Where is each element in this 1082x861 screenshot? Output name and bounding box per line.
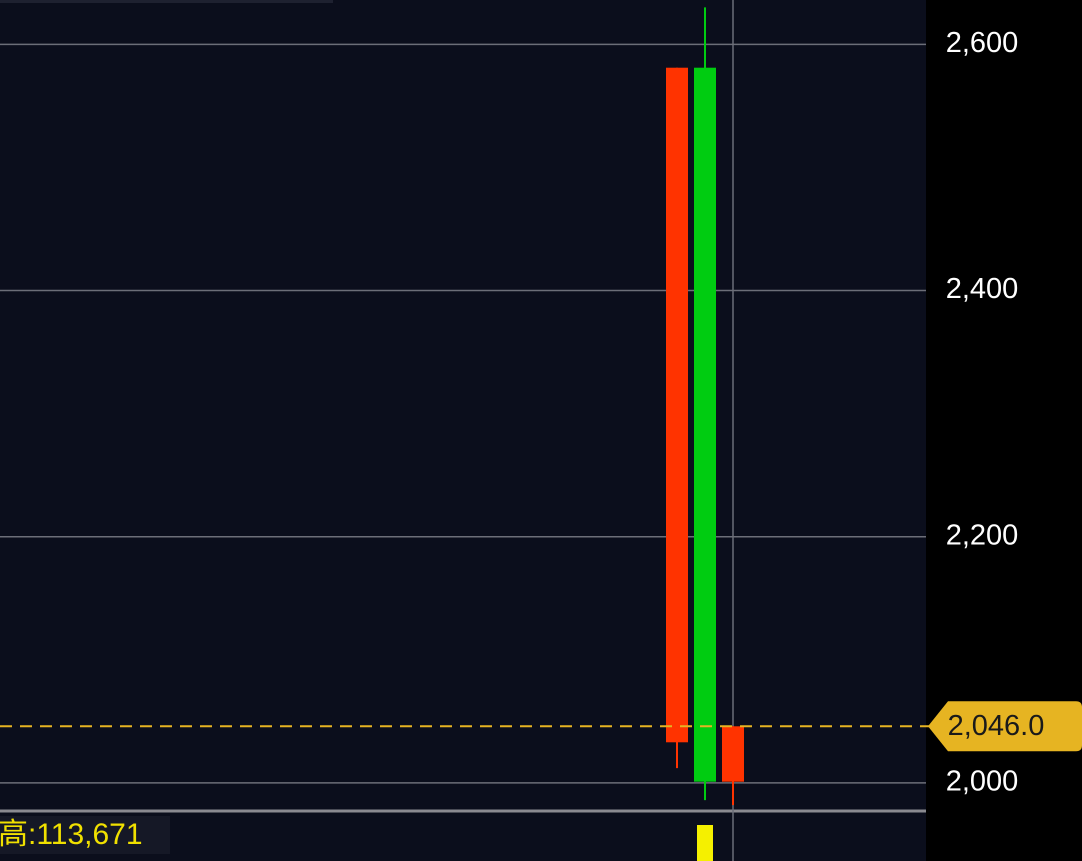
y-tick-label: 2,600 — [946, 27, 1019, 59]
candle-body — [694, 67, 716, 782]
volume-label: 高:113,671 — [0, 818, 143, 851]
last-price-label: 2,046.0 — [948, 710, 1045, 742]
volume-label-box — [0, 816, 170, 854]
y-tick-label: 2,200 — [946, 519, 1019, 551]
volume-bar — [697, 825, 713, 861]
y-tick-label: 2,400 — [946, 273, 1019, 305]
candle-body — [722, 726, 744, 782]
y-tick-label: 2,000 — [946, 766, 1019, 798]
candle-body — [666, 67, 688, 743]
header-strip — [0, 0, 333, 3]
last-price-tag — [928, 701, 1082, 752]
plot-background — [0, 0, 926, 861]
